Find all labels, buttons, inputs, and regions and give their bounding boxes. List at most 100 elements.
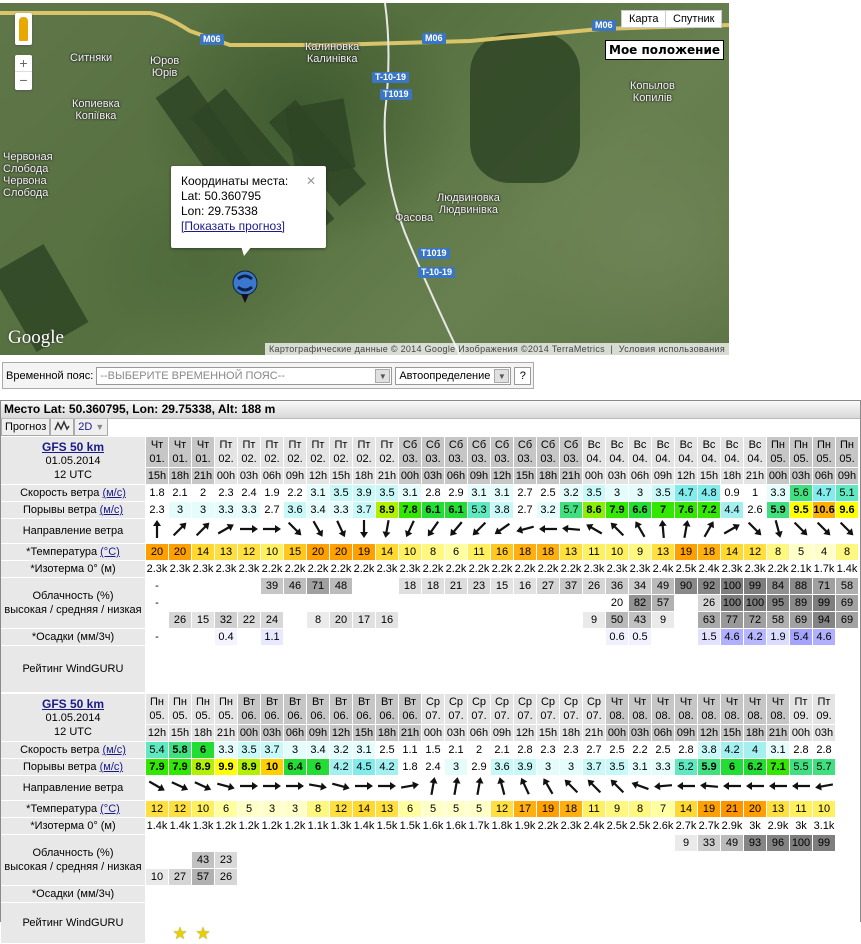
- temp-cell: 18: [514, 544, 536, 560]
- cloud_low-cell: 57: [192, 869, 214, 885]
- day-date: 04.: [678, 453, 694, 465]
- speed-cell: 5.1: [836, 485, 858, 501]
- day-header: Пт 02.: [353, 437, 375, 467]
- temperature-row: *Температура (°C) 20 20 14 13 12 10 15 20 20 19 14 1…: [1, 544, 858, 560]
- wind-arrow-icon: [491, 776, 513, 800]
- show-forecast-link[interactable]: [Показать прогноз]: [181, 219, 285, 233]
- iso-cell: 2.3k: [215, 561, 237, 577]
- map[interactable]: M06 M06 M06 T-10-19 T1019 T1019 T-10-19 …: [0, 3, 729, 355]
- location-marker-icon[interactable]: [232, 270, 258, 304]
- day-header: Пт 09.: [790, 694, 812, 724]
- day-header: Сб 03.: [445, 437, 467, 467]
- auto-detect-select[interactable]: Автоопределение ▼: [395, 366, 512, 385]
- cloud_high-cell: [629, 835, 651, 851]
- day-date: 07.: [586, 710, 602, 722]
- temp-cell: 9: [606, 801, 628, 817]
- my-position-button[interactable]: Мое положение: [605, 40, 724, 60]
- hour-header: 15h: [353, 725, 375, 741]
- speed-cell: 2.3: [537, 742, 559, 758]
- precip-cell: [698, 886, 720, 902]
- weekday: Пт: [334, 439, 348, 451]
- zoom-in-button[interactable]: +: [19, 55, 28, 71]
- gust-cell: 5.3: [468, 502, 490, 518]
- model-link[interactable]: GFS 50 km: [41, 439, 105, 454]
- zoom-out-button[interactable]: −: [15, 71, 32, 88]
- weekday: Ср: [517, 696, 533, 708]
- precip-cell: [629, 886, 651, 902]
- weekday: Пт: [265, 439, 279, 451]
- cloud_low-cell: [445, 869, 467, 885]
- cloud_mid-cell: [215, 595, 237, 611]
- day-date: 08.: [632, 710, 648, 722]
- iso-cell: 2.2k: [445, 561, 467, 577]
- tab-forecast[interactable]: Прогноз: [1, 419, 51, 436]
- weekday: Чт: [610, 696, 624, 708]
- speed-cell: 2.5: [537, 485, 559, 501]
- unit-link[interactable]: (м/с): [102, 744, 126, 756]
- weekday: Пт: [380, 439, 394, 451]
- rating-cell: [422, 646, 444, 692]
- precip-cell: [169, 886, 191, 902]
- rating-cell: [445, 646, 467, 692]
- temp-cell: 10: [606, 544, 628, 560]
- cloud_high-cell: -: [146, 578, 168, 594]
- hour-header: 21h: [583, 725, 605, 741]
- cloud_mid-cell: [261, 852, 283, 868]
- day-header: Чт 08.: [675, 694, 697, 724]
- rating-cell: [468, 646, 490, 692]
- model-link[interactable]: GFS 50 km: [41, 696, 105, 711]
- unit-link[interactable]: (м/с): [102, 487, 126, 499]
- tab-2d[interactable]: 2D ▼: [74, 419, 109, 436]
- day-header: Вт 06.: [284, 694, 306, 724]
- rating-cell: [376, 646, 398, 692]
- rating-cell: [836, 646, 858, 692]
- speed-cell: 2.5: [376, 742, 398, 758]
- hour-header: 15h: [721, 725, 743, 741]
- speed-cell: 3.9: [353, 485, 375, 501]
- cloud_low-cell: [698, 869, 720, 885]
- unit-link[interactable]: (м/с): [99, 504, 124, 516]
- terms-link[interactable]: Условия использования: [618, 344, 725, 354]
- graph-icon[interactable]: [50, 419, 75, 436]
- day-date: 07.: [425, 710, 441, 722]
- weekday: Вс: [633, 439, 647, 451]
- cloud_high-cell: [353, 835, 375, 851]
- precip-cell: [284, 629, 306, 645]
- hour-header: 18h: [169, 468, 191, 484]
- cloud_low-cell: [652, 869, 674, 885]
- iso-cell: 2.3k: [583, 561, 605, 577]
- precip-cell: [169, 629, 191, 645]
- map-type-map-button[interactable]: Карта: [621, 10, 667, 28]
- gust-cell: 7.9: [146, 759, 168, 775]
- help-button[interactable]: ?: [514, 366, 532, 385]
- close-icon[interactable]: ✕: [305, 174, 316, 188]
- day-header: Ср 07.: [537, 694, 559, 724]
- cloud_low-cell: 17: [353, 612, 375, 628]
- cloud_low-cell: [721, 869, 743, 885]
- hour-header: 12h: [698, 725, 720, 741]
- unit-link[interactable]: (°C): [100, 546, 120, 558]
- cloud-mid-row: -20 82 57 26 100 100 95 89 99 69: [1, 595, 858, 611]
- day-date: 06.: [287, 710, 303, 722]
- cloud_mid-cell: [376, 595, 398, 611]
- day-date: 01.: [149, 453, 165, 465]
- wind-arrow-icon: [399, 776, 421, 800]
- map-type-satellite-button[interactable]: Спутник: [665, 10, 723, 28]
- unit-link[interactable]: (°C): [100, 803, 120, 815]
- cloud_high-cell: [169, 835, 191, 851]
- map-label: Копылов Копилів: [630, 80, 675, 104]
- pegman-icon[interactable]: [15, 13, 32, 45]
- timezone-select[interactable]: --ВЫБЕРИТЕ ВРЕМЕННОЙ ПОЯС-- ▼: [96, 366, 393, 385]
- speed-cell: 4.7: [675, 485, 697, 501]
- wind-arrow-icon: [652, 519, 674, 543]
- wind-arrow-icon: [744, 776, 766, 800]
- unit-link[interactable]: (м/с): [99, 761, 124, 773]
- speed-cell: 4.8: [698, 485, 720, 501]
- weekday: Пн: [794, 439, 808, 451]
- hour-header: 09h: [284, 468, 306, 484]
- row-label: Порывы ветра (м/с): [1, 502, 145, 518]
- weekday: Вт: [380, 696, 393, 708]
- gust-cell: 9.9: [215, 759, 237, 775]
- cloud_low-cell: [445, 612, 467, 628]
- cloud_high-cell: 16: [514, 578, 536, 594]
